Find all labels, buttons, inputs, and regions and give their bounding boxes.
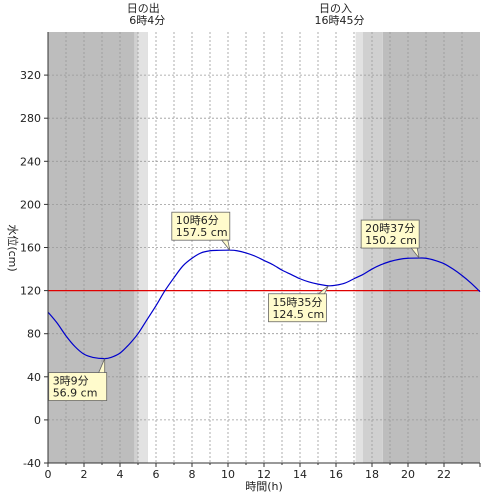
- callout-value: 124.5 cm: [272, 308, 324, 321]
- callout-time: 15時35分: [272, 296, 322, 309]
- x-tick-label: 12: [257, 468, 271, 481]
- callout-pointer: [220, 239, 231, 251]
- callout-box: [360, 219, 420, 249]
- x-tick-label: 16: [329, 468, 343, 481]
- callout-value: 56.9 cm: [53, 387, 98, 400]
- tide-line: [47, 249, 481, 360]
- callout-value: 157.5 cm: [176, 226, 228, 239]
- sun-event-time: 6時4分: [129, 14, 165, 27]
- callout-value: 150.2 cm: [365, 234, 417, 247]
- y-tick-label: 0: [34, 414, 41, 427]
- callout-time: 10時6分: [176, 214, 219, 227]
- callout-box: [268, 293, 327, 323]
- y-axis-label: 水位(cm): [6, 224, 20, 271]
- y-tick-label: 120: [20, 285, 41, 298]
- x-tick-label: 2: [81, 468, 88, 481]
- axes: -40 0 40 80 120 160 200 240 280 320 0 2 4 6 8 10 12 14 16 1…: [20, 32, 481, 481]
- y-tick-label: 320: [20, 69, 41, 82]
- sun-event-name: 日の出: [127, 1, 160, 15]
- y-tick-label: 280: [20, 112, 41, 125]
- y-tick-label: 200: [20, 198, 41, 211]
- x-tick-label: 8: [189, 468, 196, 481]
- sun-event-name: 日の入: [319, 2, 352, 15]
- y-tick-label: 160: [20, 242, 41, 255]
- x-tick-label: 20: [401, 468, 415, 481]
- x-tick-label: 0: [45, 468, 52, 481]
- x-tick-label: 6: [153, 468, 160, 481]
- x-tick-label: 14: [293, 468, 307, 481]
- y-tick-label: -40: [23, 457, 41, 470]
- callout-time: 20時37分: [365, 222, 415, 235]
- callout-pointer: [410, 247, 420, 259]
- callout-pointer: [98, 358, 106, 373]
- x-axis-label: 時間(h): [245, 480, 283, 493]
- callout-pointer: [317, 285, 329, 295]
- x-tick-label: 4: [117, 468, 124, 481]
- y-tick-label: 80: [27, 328, 41, 341]
- twilight-light-region: [355, 32, 363, 463]
- y-tick-label: 240: [20, 155, 41, 168]
- series-layer: [47, 249, 481, 360]
- x-tick-label: 18: [365, 468, 379, 481]
- callout-box: [48, 372, 108, 401]
- callout-box: [171, 211, 231, 241]
- x-tick-label: 10: [221, 468, 235, 481]
- callout-time: 3時9分: [53, 375, 89, 388]
- x-tick-label: 22: [437, 468, 451, 481]
- sun-event-time: 16時45分: [315, 14, 365, 27]
- y-tick-label: 40: [27, 371, 41, 384]
- twilight-light-region: [138, 32, 148, 463]
